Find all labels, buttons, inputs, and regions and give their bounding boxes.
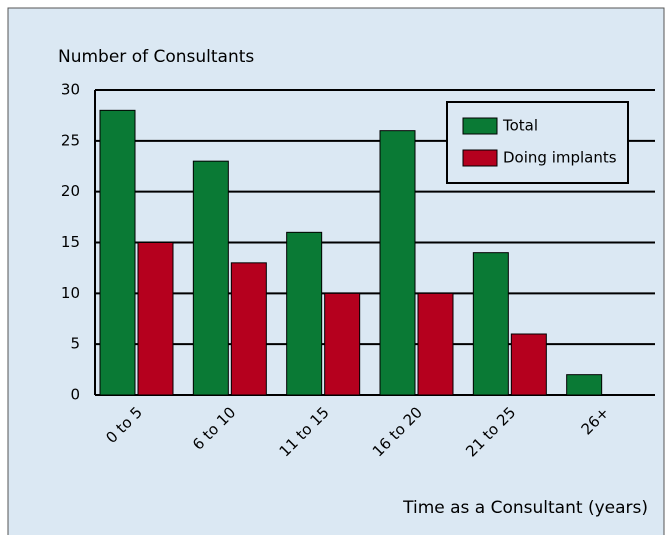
legend-label: Total <box>502 117 538 135</box>
y-tick-label: 15 <box>61 233 80 251</box>
bar <box>286 231 323 396</box>
x-axis-label: Time as a Consultant (years) <box>402 498 648 518</box>
legend-swatch <box>462 117 498 135</box>
y-tick-label: 25 <box>61 131 80 149</box>
legend-swatch <box>462 149 498 167</box>
bar <box>417 292 454 396</box>
y-tick-label: 20 <box>61 182 80 200</box>
bar <box>379 130 416 396</box>
legend-box <box>446 101 629 184</box>
bar <box>566 374 603 396</box>
bar <box>510 333 547 396</box>
legend-label: Doing implants <box>503 149 617 167</box>
bar <box>99 109 136 396</box>
bar <box>137 242 174 396</box>
bar <box>472 252 509 396</box>
y-tick-label: 5 <box>70 335 80 353</box>
bar <box>192 160 229 396</box>
y-tick-label: 30 <box>61 81 80 99</box>
y-axis-label: Number of Consultants <box>58 47 254 67</box>
y-tick-label: 0 <box>70 386 80 404</box>
bar <box>324 292 361 396</box>
y-tick-label: 10 <box>61 284 80 302</box>
bar <box>230 262 267 396</box>
